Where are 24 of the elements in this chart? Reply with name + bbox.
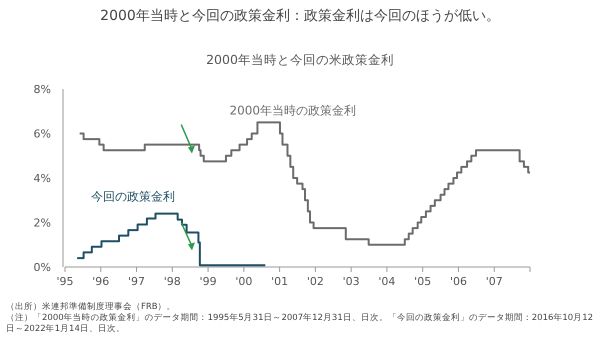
series-label: 2000年当時の政策金利	[230, 104, 356, 118]
chart-subtitle: 2000年当時と今回の米政策金利	[206, 52, 394, 67]
chart-title: 2000年当時と今回の政策金利：政策金利は今回のほうが低い。	[100, 8, 500, 24]
x-tick-label: '03	[342, 275, 360, 288]
x-tick-label: '95	[56, 275, 74, 288]
x-tick-label: '02	[306, 275, 324, 288]
text: （出所）米連邦準備制度理事会（FRB）。	[6, 302, 177, 313]
y-tick-label: 4%	[34, 172, 51, 185]
x-tick-label: '96	[92, 275, 110, 288]
y-tick-label: 8%	[34, 83, 51, 96]
x-tick-label: '99	[200, 275, 217, 288]
y-tick-label: 6%	[34, 128, 51, 140]
x-tick-label: '00	[235, 275, 252, 288]
y-tick-label: 2%	[34, 216, 51, 230]
series-label: 今回の政策金利	[90, 189, 175, 204]
x-tick-label: '04	[378, 275, 396, 288]
text: （注）「2000年当時の政策金利」のデータ期間：1995年5月31日～2007年12月31日、日次。「今回の政策金利」のデータ期間：2016年10月12日～2022年1月14日、日次。	[6, 313, 594, 335]
x-tick-label: '06	[450, 275, 467, 288]
x-tick-label: '97	[128, 275, 146, 288]
x-tick-label: '01	[271, 275, 288, 288]
x-tick-label: '07	[486, 275, 503, 288]
y-tick-label: 0%	[34, 261, 51, 274]
x-tick-label: '98	[164, 275, 181, 288]
x-tick-label: '05	[414, 275, 432, 288]
